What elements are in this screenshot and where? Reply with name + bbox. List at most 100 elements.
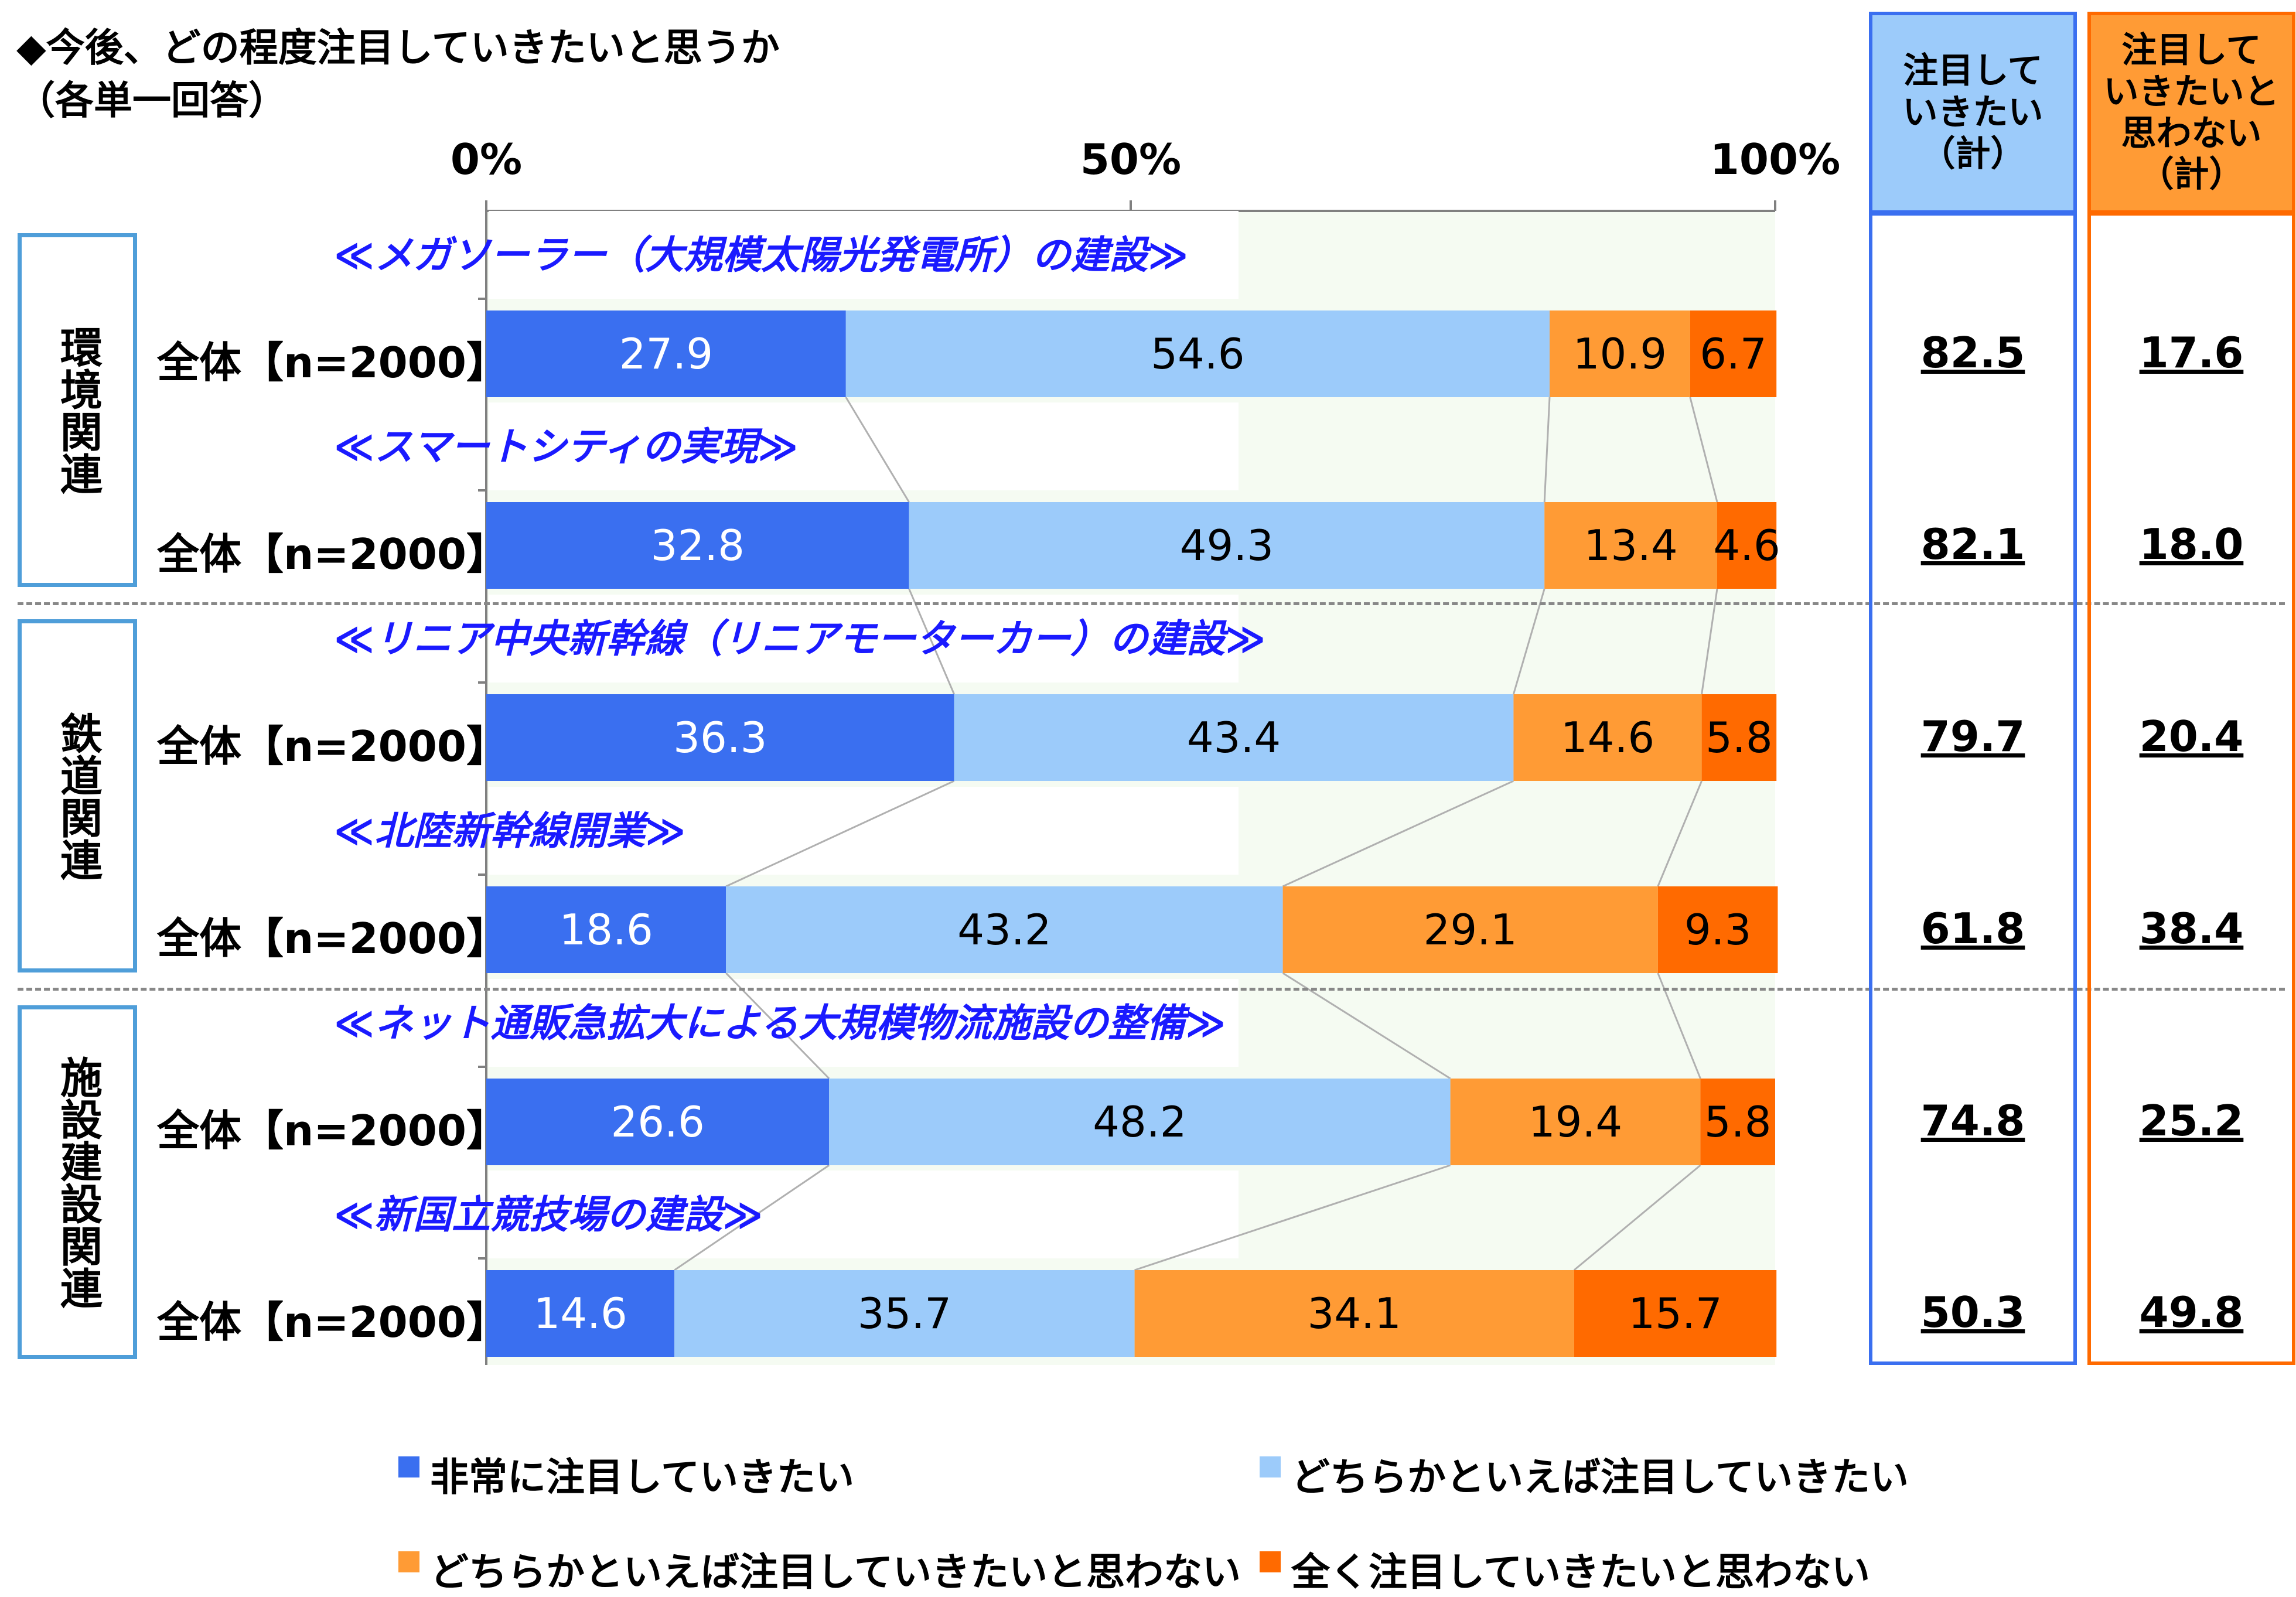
bar-segment: [829, 1079, 1451, 1165]
category-label: 全体【n=2000】: [157, 530, 509, 579]
data-label: 35.7: [857, 1289, 952, 1338]
category-label: 全体【n=2000】: [157, 1106, 509, 1155]
data-label: 43.4: [1186, 713, 1281, 762]
data-label: 36.3: [673, 713, 767, 762]
group-label: 施設建設関連: [53, 1056, 103, 1309]
category-label: 全体【n=2000】: [157, 914, 509, 963]
summary-value: 17.6: [2139, 328, 2244, 377]
bar-segment: [1717, 502, 1777, 589]
x-tick-label: 100%: [1710, 135, 1841, 184]
bar-segment: [1574, 1270, 1777, 1357]
group-label: 環境関連: [53, 326, 103, 494]
summary-column-box: [2087, 212, 2295, 1365]
legend-swatch: [398, 1551, 419, 1572]
bar-segment: [1134, 1270, 1574, 1357]
series-connector-line: [1282, 780, 1514, 888]
item-title: ≪スマートシティの実現≫: [334, 424, 799, 469]
bar-segment: [1700, 1079, 1775, 1165]
item-title: ≪北陸新幹線開業≫: [334, 808, 686, 854]
summary-value: 49.8: [2139, 1288, 2244, 1337]
chart-title: ◆今後、どの程度注目していきたいと思うか: [16, 25, 780, 70]
data-label: 26.6: [610, 1097, 705, 1146]
summary-header-box: [2087, 12, 2295, 214]
data-label: 49.3: [1179, 521, 1274, 570]
data-label: 34.1: [1307, 1289, 1401, 1338]
bar-segment: [1513, 694, 1702, 781]
x-tick-label: 0%: [450, 135, 523, 184]
group-separator: [18, 602, 2285, 605]
summary-value: 82.5: [1920, 328, 2025, 377]
bar-segment: [486, 694, 954, 781]
data-label: 54.6: [1151, 329, 1245, 378]
summary-value: 82.1: [1920, 520, 2025, 569]
bar-segment: [486, 502, 909, 589]
series-connector-line: [725, 972, 830, 1080]
legend-label: 非常に注目していきたい: [430, 1455, 855, 1500]
summary-header-label: 注目して いきたい （計）: [1902, 50, 2043, 175]
group-box: [18, 233, 137, 587]
data-label: 29.1: [1423, 905, 1517, 954]
data-label: 48.2: [1093, 1097, 1187, 1146]
bar-segment: [674, 1270, 1135, 1357]
data-label: 32.8: [650, 521, 745, 570]
bar-segment: [486, 1079, 830, 1165]
data-label: 5.8: [1704, 1097, 1772, 1146]
bar-segment: [909, 502, 1545, 589]
title-band: [489, 402, 1239, 490]
bar-segment: [845, 310, 1550, 397]
legend-label: どちらかといえば注目していきたい: [1291, 1455, 1909, 1500]
series-connector-line: [1701, 588, 1718, 695]
bar-segment: [1550, 310, 1690, 397]
summary-value: 25.2: [2139, 1096, 2244, 1145]
category-label: 全体【n=2000】: [157, 1298, 509, 1347]
title-band: [489, 787, 1239, 875]
series-connector-line: [1134, 1164, 1451, 1271]
data-label: 10.9: [1572, 329, 1667, 378]
data-label: 5.8: [1705, 713, 1773, 762]
data-label: 27.9: [619, 329, 714, 378]
item-title: ≪リニア中央新幹線（リニアモーターカー）の建設≫: [334, 616, 1266, 661]
data-label: 43.2: [957, 905, 1052, 954]
legend-label: 全く注目していきたいと思わない: [1291, 1550, 1871, 1595]
bar-segment: [486, 1270, 675, 1357]
item-title: ≪新国立競技場の建設≫: [334, 1192, 763, 1237]
bar-segment: [486, 310, 846, 397]
data-label: 15.7: [1628, 1289, 1722, 1338]
series-connector-line: [725, 780, 955, 888]
legend-swatch: [398, 1456, 419, 1477]
series-connector-line: [1512, 588, 1546, 695]
series-connector-line: [1689, 397, 1718, 503]
bar-segment: [486, 886, 726, 973]
group-box: [18, 1005, 137, 1359]
item-title: ≪メガソーラー（大規模太陽光発電所）の建設≫: [334, 233, 1189, 278]
data-label: 13.4: [1584, 521, 1678, 570]
category-label: 全体【n=2000】: [157, 338, 509, 387]
data-label: 4.6: [1713, 521, 1780, 570]
bar-segment: [1690, 310, 1777, 397]
series-connector-line: [845, 397, 910, 503]
x-tick-label: 50%: [1080, 135, 1182, 184]
series-connector-line: [674, 1164, 830, 1271]
bar-segment: [1282, 886, 1658, 973]
group-separator: [18, 988, 2285, 991]
bar-segment: [1544, 502, 1717, 589]
data-label: 19.4: [1528, 1097, 1623, 1146]
summary-column-box: [1869, 212, 2077, 1365]
legend-swatch: [1260, 1456, 1281, 1477]
series-connector-line: [1573, 1164, 1701, 1271]
data-label: 9.3: [1684, 905, 1752, 954]
item-title: ≪ネット通販急拡大による大規模物流施設の整備≫: [334, 1001, 1226, 1046]
summary-value: 38.4: [2139, 904, 2244, 953]
data-label: 14.6: [533, 1289, 627, 1338]
data-label: 18.6: [559, 905, 653, 954]
bar-segment: [1450, 1079, 1701, 1165]
summary-value: 20.4: [2139, 712, 2244, 761]
chart-subtitle: （各単一回答）: [16, 78, 287, 123]
data-label: 6.7: [1700, 329, 1767, 378]
bar-segment: [954, 694, 1514, 781]
summary-value: 79.7: [1920, 712, 2025, 761]
bar-segment: [1657, 886, 1778, 973]
title-band: [489, 1171, 1239, 1258]
